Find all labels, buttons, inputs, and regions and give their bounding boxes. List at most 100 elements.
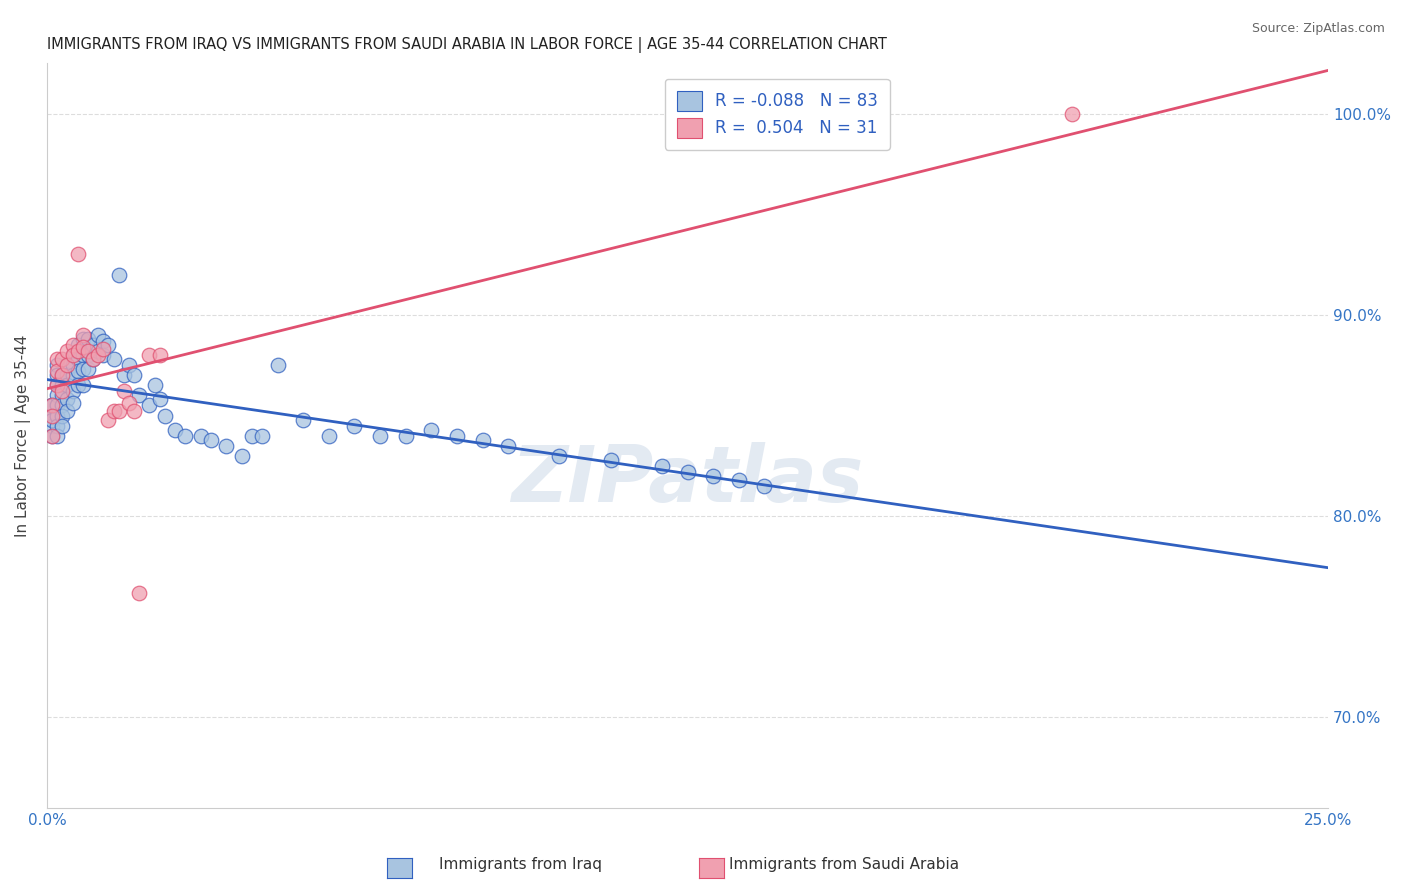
Point xyxy=(56,368,79,383)
Point xyxy=(46,364,69,378)
Point xyxy=(66,378,89,392)
Point xyxy=(128,585,150,599)
Point xyxy=(343,418,366,433)
Point xyxy=(56,358,79,372)
Point xyxy=(87,344,110,359)
Point xyxy=(651,458,673,473)
Text: Source: ZipAtlas.com: Source: ZipAtlas.com xyxy=(1251,22,1385,36)
Point xyxy=(46,428,69,442)
Point xyxy=(138,399,160,413)
Point xyxy=(368,428,391,442)
Point xyxy=(51,399,73,413)
Point xyxy=(190,428,212,442)
Point xyxy=(72,340,94,354)
Point xyxy=(97,338,120,352)
Point xyxy=(46,418,69,433)
Point xyxy=(56,358,79,372)
Point xyxy=(250,428,273,442)
Text: ZIPatlas: ZIPatlas xyxy=(512,442,863,518)
Point xyxy=(56,378,79,392)
Point xyxy=(103,352,125,367)
Point xyxy=(77,332,100,346)
Point xyxy=(548,449,571,463)
Point xyxy=(66,247,89,261)
Point xyxy=(118,396,141,410)
Point xyxy=(143,378,166,392)
Point xyxy=(446,428,468,442)
Point xyxy=(231,449,253,463)
Point xyxy=(240,428,263,442)
Point xyxy=(676,465,699,479)
Point xyxy=(51,384,73,399)
Point xyxy=(41,399,63,413)
Point xyxy=(599,452,621,467)
Point xyxy=(107,268,129,282)
Point xyxy=(62,384,84,399)
Point xyxy=(112,368,135,383)
Point xyxy=(56,404,79,418)
Point xyxy=(93,348,115,362)
Point xyxy=(165,423,187,437)
Point xyxy=(41,412,63,426)
Point xyxy=(82,352,104,367)
Point xyxy=(82,338,104,352)
Point xyxy=(72,332,94,346)
Point xyxy=(93,334,115,348)
Point xyxy=(51,368,73,383)
Point xyxy=(72,378,94,392)
Point xyxy=(174,428,197,442)
Text: Immigrants from Saudi Arabia: Immigrants from Saudi Arabia xyxy=(728,857,959,872)
Point xyxy=(41,399,63,413)
Point xyxy=(51,378,73,392)
Point xyxy=(200,433,222,447)
Point xyxy=(128,388,150,402)
Text: Immigrants from Iraq: Immigrants from Iraq xyxy=(439,857,602,872)
Point xyxy=(153,409,176,423)
Point xyxy=(93,342,115,356)
Point xyxy=(72,328,94,343)
Point xyxy=(62,338,84,352)
Point xyxy=(62,358,84,372)
Point xyxy=(292,412,315,426)
Point xyxy=(66,338,89,352)
Point xyxy=(41,428,63,442)
Point xyxy=(66,344,89,359)
Point xyxy=(51,409,73,423)
Legend: R = -0.088   N = 83, R =  0.504   N = 31: R = -0.088 N = 83, R = 0.504 N = 31 xyxy=(665,79,890,150)
Point xyxy=(66,352,89,367)
Point xyxy=(72,362,94,376)
Point xyxy=(56,344,79,359)
Text: IMMIGRANTS FROM IRAQ VS IMMIGRANTS FROM SAUDI ARABIA IN LABOR FORCE | AGE 35-44 : IMMIGRANTS FROM IRAQ VS IMMIGRANTS FROM … xyxy=(46,37,887,54)
Point xyxy=(41,409,63,423)
Point xyxy=(41,409,63,423)
Point xyxy=(754,479,776,493)
Point xyxy=(51,388,73,402)
Point xyxy=(46,352,69,367)
Point xyxy=(51,418,73,433)
Point xyxy=(62,368,84,383)
Point xyxy=(107,404,129,418)
Point xyxy=(122,404,145,418)
Point xyxy=(46,368,69,383)
Point xyxy=(82,352,104,367)
Point xyxy=(471,433,494,447)
Point xyxy=(1060,106,1083,120)
Point xyxy=(149,392,172,407)
Point xyxy=(97,412,120,426)
Point xyxy=(77,362,100,376)
Point xyxy=(46,378,69,392)
Point xyxy=(51,352,73,367)
Point xyxy=(46,409,69,423)
Point xyxy=(318,428,340,442)
Point xyxy=(118,358,141,372)
Point xyxy=(46,358,69,372)
Point xyxy=(41,428,63,442)
Point xyxy=(72,348,94,362)
Point xyxy=(727,473,749,487)
Point xyxy=(46,399,69,413)
Point xyxy=(46,388,69,402)
Point xyxy=(41,399,63,413)
Point xyxy=(138,348,160,362)
Point xyxy=(496,439,519,453)
Point xyxy=(56,392,79,407)
